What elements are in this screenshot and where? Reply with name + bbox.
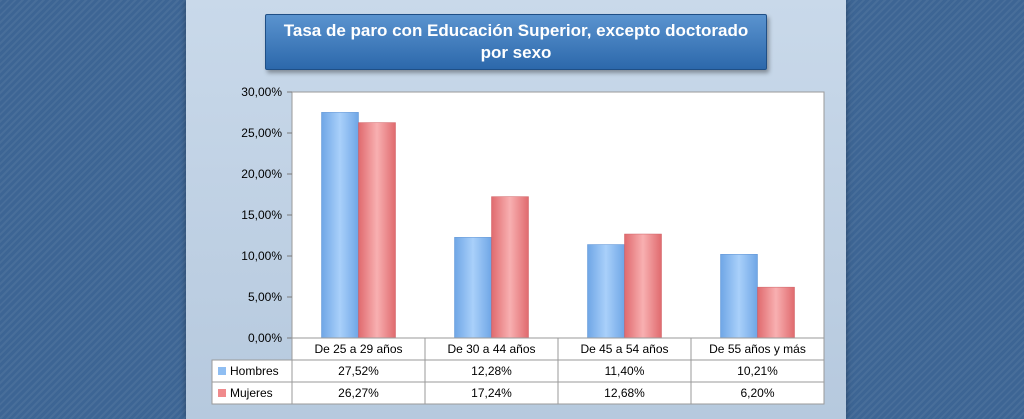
y-tick-label: 5,00% <box>248 290 282 304</box>
legend-label-hombres: Hombres <box>230 364 279 378</box>
bar-mujeres-3 <box>624 233 662 339</box>
y-tick-label: 15,00% <box>241 208 282 222</box>
x-category-label: De 45 a 54 años <box>580 342 668 356</box>
data-label-hombres: 10,21% <box>737 364 778 378</box>
data-label-hombres: 27,52% <box>338 364 379 378</box>
data-label-mujeres: 6,20% <box>740 386 774 400</box>
data-label-mujeres: 12,68% <box>604 386 645 400</box>
y-tick-label: 20,00% <box>241 167 282 181</box>
legend-swatch-hombres <box>218 367 226 375</box>
x-category-label: De 55 años y más <box>709 342 806 356</box>
y-axis: 0,00% 5,00% 10,00% 15,00% 20,00% 25,00% 30,00% <box>241 85 292 345</box>
bar-mujeres-2 <box>491 196 529 339</box>
x-category-label: De 25 a 29 años <box>314 342 402 356</box>
y-tick-label: 25,00% <box>241 126 282 140</box>
legend-swatch-mujeres <box>218 389 226 397</box>
legend-label-mujeres: Mujeres <box>230 386 273 400</box>
bar-hombres-2 <box>454 237 492 339</box>
bar-mujeres-4 <box>757 286 795 339</box>
bar-hombres-3 <box>587 244 625 339</box>
y-tick-label: 0,00% <box>248 331 282 345</box>
bars <box>321 112 795 339</box>
y-tick-label: 30,00% <box>241 85 282 99</box>
data-table: De 25 a 29 años De 30 a 44 años De 45 a 54… <box>211 337 825 405</box>
data-label-mujeres: 26,27% <box>338 386 379 400</box>
x-category-label: De 30 a 44 años <box>447 342 535 356</box>
data-label-hombres: 12,28% <box>471 364 512 378</box>
y-tick-label: 10,00% <box>241 249 282 263</box>
chart-title: Tasa de paro con Educación Superior, exc… <box>265 14 767 70</box>
bar-hombres-1 <box>321 112 359 339</box>
bar-hombres-4 <box>720 254 758 339</box>
data-label-mujeres: 17,24% <box>471 386 512 400</box>
data-label-hombres: 11,40% <box>605 364 645 378</box>
bar-mujeres-1 <box>358 122 396 339</box>
